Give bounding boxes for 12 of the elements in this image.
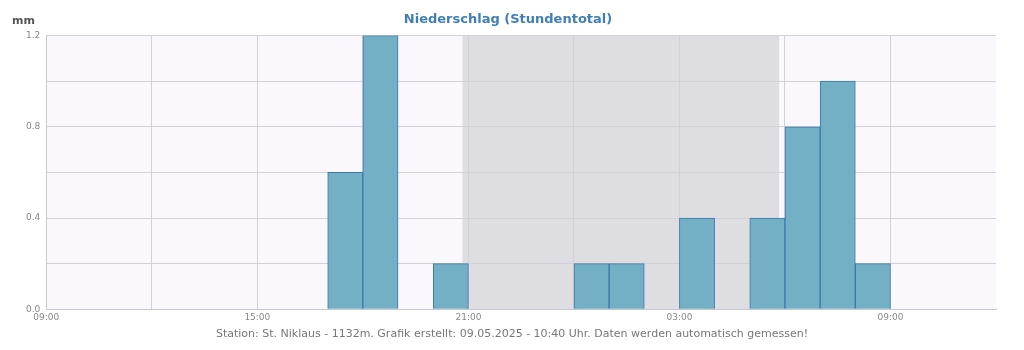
y-tick-label: 0.8 xyxy=(25,121,41,132)
chart-title: Niederschlag (Stundentotal) xyxy=(403,11,613,27)
text: Station: St. Niklaus - 1132m. Grafik erstellt: 09.05.2025 - 10:40 Uhr. Daten werden automatisch gemessen! xyxy=(215,327,809,341)
x-tick-label: 15:00 xyxy=(244,311,271,322)
y-tick-label: 1.2 xyxy=(25,29,41,40)
y-tick-label: 0.0 xyxy=(25,303,41,314)
x-tick-label: 09:00 xyxy=(877,311,904,322)
y-tick-label: 0.4 xyxy=(25,212,41,223)
x-tick-label: 21:00 xyxy=(455,311,482,322)
y-axis-title: mm xyxy=(12,14,35,28)
x-tick-label: 03:00 xyxy=(666,311,693,322)
x-tick-label: 09:00 xyxy=(33,311,60,322)
